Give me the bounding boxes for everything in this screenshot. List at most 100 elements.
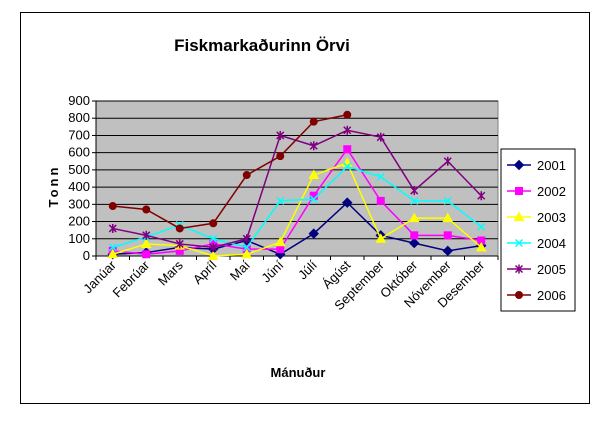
data-point: [142, 205, 151, 214]
chart-title: Fiskmarkaðurinn Örvi: [174, 36, 350, 55]
series-line: [112, 165, 482, 249]
data-point: [108, 223, 117, 233]
data-point: [409, 237, 420, 249]
data-point: [376, 196, 385, 205]
legend-item: 2006: [507, 288, 566, 303]
data-point: [175, 239, 184, 249]
data-point: [209, 242, 218, 252]
legend-box: [500, 148, 576, 312]
legend: 2001 2002 2003 2004 2005 2006: [500, 148, 576, 312]
data-point: [410, 231, 419, 240]
data-point: [442, 212, 454, 223]
legend-item: 2004: [507, 236, 566, 251]
x-tick-label: Júní: [258, 257, 286, 285]
data-point: [343, 110, 352, 119]
x-tick-label: Júlí: [295, 257, 320, 282]
data-point: [242, 234, 251, 244]
marker-stroke: [477, 222, 486, 231]
data-point: [475, 241, 487, 252]
legend-label: 2006: [537, 288, 566, 303]
legend-marker: [514, 238, 524, 248]
data-point: [410, 186, 419, 196]
series-2003: [107, 157, 487, 260]
legend-marker: [513, 159, 525, 171]
data-point: [207, 250, 219, 260]
data-point: [342, 197, 353, 208]
data-point: [443, 196, 452, 205]
data-point: [242, 171, 251, 180]
data-point: [242, 243, 251, 252]
y-tick-label: 500: [68, 162, 90, 177]
marker-stroke: [343, 162, 352, 171]
chart-svg: Fiskmarkaðurinn Örvi 0 100 200 300 400 500 600…: [46, 36, 576, 380]
data-point: [108, 202, 117, 211]
chart-frame: Fiskmarkaðurinn Örvi 0 100 200 300 400 500 600…: [20, 12, 590, 404]
marker-stroke: [410, 196, 419, 205]
data-point: [343, 145, 352, 154]
x-tick-label: Maí: [227, 257, 253, 283]
data-point: [107, 248, 119, 259]
data-point: [408, 212, 420, 223]
y-tick-label: 700: [68, 127, 90, 142]
marker-stroke: [242, 243, 251, 252]
marker-stroke: [376, 172, 385, 181]
y-tick-label: 200: [68, 214, 90, 229]
y-tick-label: 600: [68, 145, 90, 160]
x-tick-label: Febrúar: [110, 257, 153, 300]
legend-marker: [513, 211, 525, 221]
x-tick-label: Mars: [155, 257, 186, 288]
y-tick-label: 300: [68, 196, 90, 211]
data-point: [308, 169, 320, 180]
data-point: [343, 125, 352, 135]
y-tick-label: 800: [68, 110, 90, 125]
data-point: [140, 238, 152, 248]
legend-item: 2002: [507, 184, 566, 199]
y-tick-label: 400: [68, 179, 90, 194]
legend-marker: [515, 291, 523, 299]
marker-stroke: [309, 195, 318, 204]
data-point: [276, 130, 285, 140]
data-point: [209, 234, 218, 243]
plot-background: [95, 100, 499, 257]
series-line: [112, 147, 482, 256]
series-line: [112, 162, 482, 257]
data-point: [276, 196, 285, 205]
marker-stroke: [209, 234, 218, 243]
legend-label: 2004: [537, 236, 566, 251]
legend-label: 2002: [537, 184, 566, 199]
data-point: [442, 245, 453, 257]
marker-stroke: [108, 243, 117, 252]
series-line: [112, 129, 482, 249]
data-point: [209, 219, 218, 228]
legend-label: 2003: [537, 210, 566, 225]
data-point: [142, 250, 151, 259]
legend-item: 2003: [507, 210, 566, 225]
y-tick-label: 0: [83, 248, 90, 263]
series-line: [112, 201, 482, 256]
legend-marker: [514, 264, 524, 274]
marker-stroke: [514, 238, 524, 248]
data-point: [443, 231, 452, 240]
data-point: [276, 152, 285, 161]
y-tick-label: 100: [68, 231, 90, 246]
data-point: [309, 141, 318, 151]
marker-stroke: [443, 196, 452, 205]
data-point: [308, 228, 319, 239]
data-point: [376, 132, 385, 142]
data-point: [375, 233, 387, 243]
data-point: [376, 172, 385, 181]
legend-label: 2005: [537, 262, 566, 277]
data-point: [142, 230, 151, 240]
x-axis-label: Mánuður: [271, 365, 326, 380]
legend-label: 2001: [537, 158, 566, 173]
legend-item: 2005: [507, 262, 566, 277]
marker-stroke: [276, 196, 285, 205]
legend-marker: [515, 187, 523, 195]
data-point: [443, 156, 452, 166]
data-point: [241, 248, 253, 259]
plot-area: 0100200300400500600700800900JanúarFebrúa…: [68, 93, 499, 313]
legend-item: 2001: [507, 158, 566, 173]
data-point: [108, 243, 117, 252]
data-point: [309, 195, 318, 204]
series-2006: [108, 110, 352, 233]
